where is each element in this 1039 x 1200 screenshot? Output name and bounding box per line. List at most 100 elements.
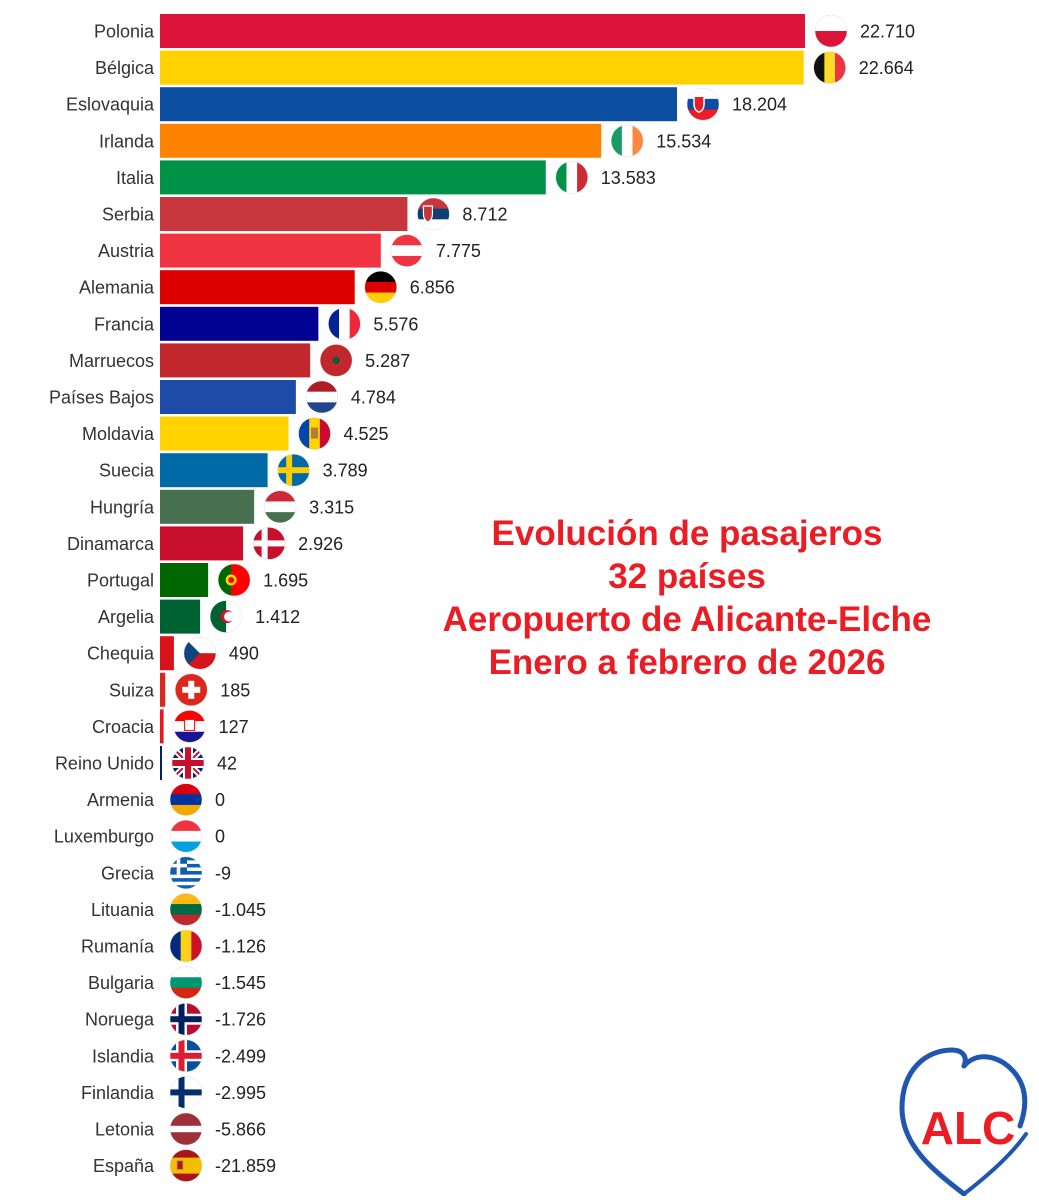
switzerland-flag-icon <box>175 673 208 707</box>
value-label-islandia: -2.499 <box>215 1046 266 1066</box>
bar-alemania <box>160 270 355 305</box>
value-label-hungria: 3.315 <box>309 497 354 517</box>
serbia-flag-icon <box>417 197 450 231</box>
italy-flag-icon <box>555 161 589 194</box>
category-label-chequia: Chequia <box>87 644 155 664</box>
category-label-alemania: Alemania <box>79 278 155 298</box>
armenia-flag-icon <box>169 783 203 816</box>
value-label-polonia: 22.710 <box>860 22 915 42</box>
category-label-suiza: Suiza <box>109 680 155 700</box>
moldova-flag-icon <box>298 417 331 450</box>
spain-flag-icon <box>169 1149 203 1182</box>
value-label-lituania: -1.045 <box>215 900 266 920</box>
logo-heart-outline <box>899 1047 968 1196</box>
value-label-eslovaquia: 18.204 <box>732 95 787 115</box>
lithuania-flag-icon <box>169 893 203 926</box>
united-kingdom-flag-icon <box>171 746 205 780</box>
category-label-bulgaria: Bulgaria <box>88 973 155 993</box>
bar-suiza <box>160 672 166 707</box>
category-label-irlanda: Irlanda <box>99 131 155 151</box>
category-label-espana: España <box>93 1156 155 1176</box>
latvia-flag-icon <box>169 1112 203 1146</box>
alc-logo: ALC <box>899 1047 1028 1196</box>
value-label-francia: 5.576 <box>373 314 418 334</box>
bar-irlanda <box>160 123 602 158</box>
category-label-austria: Austria <box>98 241 155 261</box>
category-label-portugal: Portugal <box>87 571 154 591</box>
netherlands-flag-icon <box>305 380 339 414</box>
poland-flag-icon <box>814 14 848 48</box>
value-label-espana: -21.859 <box>215 1156 276 1176</box>
denmark-flag-icon <box>252 527 286 560</box>
value-label-finlandia: -2.995 <box>215 1083 266 1103</box>
bar-marruecos <box>160 343 311 378</box>
germany-flag-icon <box>364 270 397 304</box>
value-label-argelia: 1.412 <box>255 607 300 627</box>
bar-suecia <box>160 453 268 488</box>
title-line-3: Aeropuerto de Alicante-Elche <box>442 600 932 639</box>
value-label-rumania: -1.126 <box>215 937 266 957</box>
value-label-marruecos: 5.287 <box>365 351 410 371</box>
category-label-italia: Italia <box>116 168 155 188</box>
value-label-chequia: 490 <box>229 644 259 664</box>
romania-flag-icon <box>169 929 203 963</box>
czechia-flag-icon <box>183 636 217 670</box>
bar-polonia <box>160 14 805 48</box>
category-label-moldavia: Moldavia <box>82 424 155 444</box>
category-label-polonia: Polonia <box>94 22 155 42</box>
category-label-luxemburgo: Luxemburgo <box>54 827 154 847</box>
category-label-reino-unido: Reino Unido <box>55 754 154 774</box>
category-label-belgica: Bélgica <box>95 58 155 78</box>
logo-heart-bottom <box>962 1132 1028 1196</box>
value-label-alemania: 6.856 <box>410 278 455 298</box>
finland-flag-icon <box>169 1076 203 1109</box>
greece-flag-icon <box>169 856 203 890</box>
value-label-belgica: 22.664 <box>859 58 914 78</box>
value-label-moldavia: 4.525 <box>344 424 389 444</box>
bar-croacia <box>160 709 164 744</box>
bar-austria <box>160 233 381 268</box>
logo-heart-outline-right <box>961 1054 1028 1129</box>
category-label-grecia: Grecia <box>101 863 155 883</box>
category-label-rumania: Rumanía <box>81 937 155 957</box>
value-label-paises-bajos: 4.784 <box>351 388 396 408</box>
value-label-armenia: 0 <box>215 790 225 810</box>
category-label-letonia: Letonia <box>95 1120 155 1140</box>
chart-title: Evolución de pasajeros 32 países Aeropue… <box>380 512 994 684</box>
category-label-francia: Francia <box>94 314 155 334</box>
category-label-finlandia: Finlandia <box>81 1083 155 1103</box>
value-label-dinamarca: 2.926 <box>298 534 343 554</box>
value-label-reino-unido: 42 <box>217 754 237 774</box>
category-label-suecia: Suecia <box>99 461 155 481</box>
morocco-flag-icon <box>319 344 353 377</box>
category-label-dinamarca: Dinamarca <box>67 534 155 554</box>
value-label-croacia: 127 <box>219 717 249 737</box>
value-label-suiza: 185 <box>220 680 250 700</box>
value-label-portugal: 1.695 <box>263 571 308 591</box>
category-label-serbia: Serbia <box>102 205 155 225</box>
france-flag-icon <box>328 307 361 341</box>
title-line-1: Evolución de pasajeros <box>491 514 883 553</box>
category-label-hungria: Hungría <box>90 497 155 517</box>
bar-italia <box>160 160 546 195</box>
title-line-2: 32 países <box>608 557 766 596</box>
belgium-flag-icon <box>813 51 846 84</box>
bar-reino-unido <box>160 746 162 780</box>
category-label-noruega: Noruega <box>85 1010 155 1030</box>
category-label-marruecos: Marruecos <box>69 351 154 371</box>
luxembourg-flag-icon <box>169 819 203 853</box>
bar-chequia <box>160 636 174 671</box>
bar-francia <box>160 306 319 341</box>
category-label-croacia: Croacia <box>92 717 155 737</box>
category-label-eslovaquia: Eslovaquia <box>66 95 155 115</box>
bar-hungria <box>160 489 255 524</box>
value-label-irlanda: 15.534 <box>656 131 711 151</box>
category-label-islandia: Islandia <box>92 1046 155 1066</box>
value-label-austria: 7.775 <box>436 241 481 261</box>
austria-flag-icon <box>390 234 424 267</box>
iceland-flag-icon <box>169 1039 203 1073</box>
value-label-italia: 13.583 <box>601 168 656 188</box>
value-label-suecia: 3.789 <box>323 461 368 481</box>
category-label-armenia: Armenia <box>87 790 155 810</box>
